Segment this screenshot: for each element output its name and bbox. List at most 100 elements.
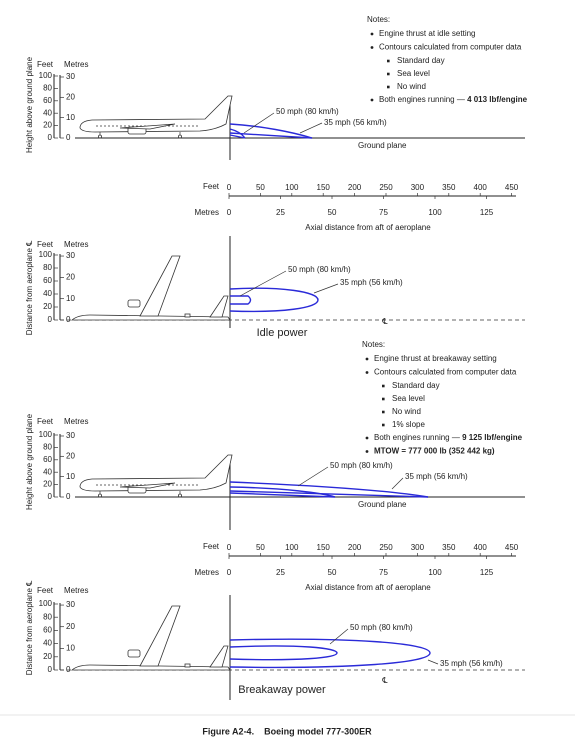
- note-subitem: No wind: [392, 407, 421, 416]
- bullet: [365, 436, 369, 440]
- metres-tick-label: 30: [66, 600, 75, 609]
- metres-tick-label: 0: [66, 492, 71, 501]
- metres-tick-label: 20: [66, 92, 75, 101]
- y-axis-label: Distance from aeroplane ℄: [25, 240, 34, 335]
- feet-tick-label: 40: [43, 108, 52, 117]
- door: [184, 313, 191, 318]
- axial-metres-tick-label: 125: [480, 208, 494, 217]
- sub-bullet: [382, 384, 385, 388]
- leader-line: [329, 628, 349, 645]
- axial-metres-tick-label: 125: [480, 568, 494, 577]
- contour-label: 50 mph (80 km/h): [330, 461, 393, 470]
- bullet: [370, 98, 374, 102]
- engine-plan: [127, 299, 141, 308]
- leader-line: [239, 270, 287, 297]
- centerline-symbol: ℄: [381, 676, 388, 685]
- feet-tick-label: 0: [48, 492, 53, 501]
- feet-header: Feet: [37, 417, 54, 426]
- axial-feet-tick-label: 450: [505, 183, 519, 192]
- blast-contour: [229, 481, 429, 498]
- fuselage: [79, 95, 233, 133]
- leader-line: [427, 659, 439, 665]
- leader-line: [391, 477, 404, 490]
- sub-bullet: [382, 397, 385, 401]
- axial-feet-tick-label: 0: [227, 183, 232, 192]
- contour-label: 50 mph (80 km/h): [288, 265, 351, 274]
- metres-tick-label: 0: [66, 133, 71, 142]
- feet-tick-label: 0: [48, 315, 53, 324]
- fuselage-plan: [70, 664, 231, 671]
- metres-tick-label: 30: [66, 72, 75, 81]
- axial-feet-tick-label: 450: [505, 543, 519, 552]
- axial-metres-tick-label: 75: [379, 568, 388, 577]
- wing-plan: [139, 255, 181, 317]
- notes-title: Notes:: [362, 340, 385, 349]
- contour-label: 35 mph (56 km/h): [340, 278, 403, 287]
- contour-label: 50 mph (80 km/h): [350, 623, 413, 632]
- axial-metres-label: Metres: [195, 568, 219, 577]
- feet-tick-label: 20: [43, 652, 52, 661]
- leader-line: [313, 283, 339, 294]
- feet-tick-label: 60: [43, 455, 52, 464]
- ground-label: Ground plane: [358, 500, 407, 509]
- feet-tick-label: 60: [43, 626, 52, 635]
- y-axis-label: Distance from aeroplane ℄: [25, 580, 34, 675]
- bullet: [370, 32, 374, 36]
- metres-tick-label: 0: [66, 315, 71, 324]
- note-subitem: 1% slope: [392, 420, 425, 429]
- axial-title: Axial distance from aft of aeroplane: [305, 223, 431, 232]
- axial-feet-tick-label: 400: [474, 543, 488, 552]
- bullet: [365, 450, 369, 453]
- feet-tick-label: 20: [43, 302, 52, 311]
- feet-tick-label: 100: [39, 430, 53, 439]
- notes-title: Notes:: [367, 15, 390, 24]
- note-item: Contours calculated from computer data: [379, 43, 522, 52]
- figure-caption: Figure A2-4. Boeing model 777-300ER: [202, 726, 372, 736]
- note-text: Both engines running —: [374, 433, 462, 442]
- axial-feet-tick-label: 300: [411, 543, 425, 552]
- feet-header: Feet: [37, 586, 54, 595]
- axial-feet-tick-label: 300: [411, 183, 425, 192]
- metres-tick-label: 20: [66, 272, 75, 281]
- bullet: [365, 371, 369, 374]
- power-caption: Idle power: [257, 327, 308, 339]
- note-text: Both engines running —: [379, 95, 467, 104]
- blast-contour: [229, 645, 338, 661]
- axial-feet-tick-label: 200: [348, 183, 362, 192]
- blast-contour: [229, 486, 336, 498]
- blast-contour-base: [229, 490, 429, 498]
- blast-contour: [230, 295, 252, 305]
- metres-tick-label: 20: [66, 451, 75, 460]
- y-axis-label: Height above ground plane: [25, 413, 34, 510]
- y-axis-label: Height above ground plane: [25, 56, 34, 153]
- note-item: Both engines running — 4 013 lbf/engine: [379, 95, 528, 104]
- contour-label: 35 mph (56 km/h): [324, 118, 387, 127]
- door: [184, 663, 191, 668]
- blast-contour: [229, 123, 313, 139]
- axial-feet-tick-label: 250: [379, 183, 393, 192]
- engine-plan: [127, 649, 141, 658]
- note-text: Engine thrust at breakaway setting: [374, 354, 497, 363]
- axial-metres-tick-label: 0: [227, 568, 232, 577]
- blast-contour: [229, 287, 319, 313]
- feet-tick-label: 0: [48, 133, 53, 142]
- centerline-symbol: ℄: [381, 317, 388, 326]
- axial-metres-label: Metres: [195, 208, 219, 217]
- blast-contour: [229, 638, 431, 669]
- contour-label: 50 mph (80 km/h): [276, 107, 339, 116]
- note-text: Engine thrust at idle setting: [379, 29, 476, 38]
- axial-metres-tick-label: 100: [428, 568, 442, 577]
- note-bold: 9 125 lbf/engine: [462, 433, 523, 442]
- wing-plan: [139, 605, 181, 667]
- axial-feet-tick-label: 150: [317, 183, 331, 192]
- axial-feet-label: Feet: [203, 542, 220, 551]
- wheel: [178, 134, 182, 139]
- wheel: [98, 134, 102, 139]
- power-caption: Breakaway power: [238, 684, 326, 696]
- feet-header: Feet: [37, 60, 54, 69]
- blast-contour-base: [229, 132, 313, 139]
- ground-label: Ground plane: [358, 141, 407, 150]
- feet-tick-label: 80: [43, 84, 52, 93]
- axial-metres-tick-label: 50: [328, 568, 337, 577]
